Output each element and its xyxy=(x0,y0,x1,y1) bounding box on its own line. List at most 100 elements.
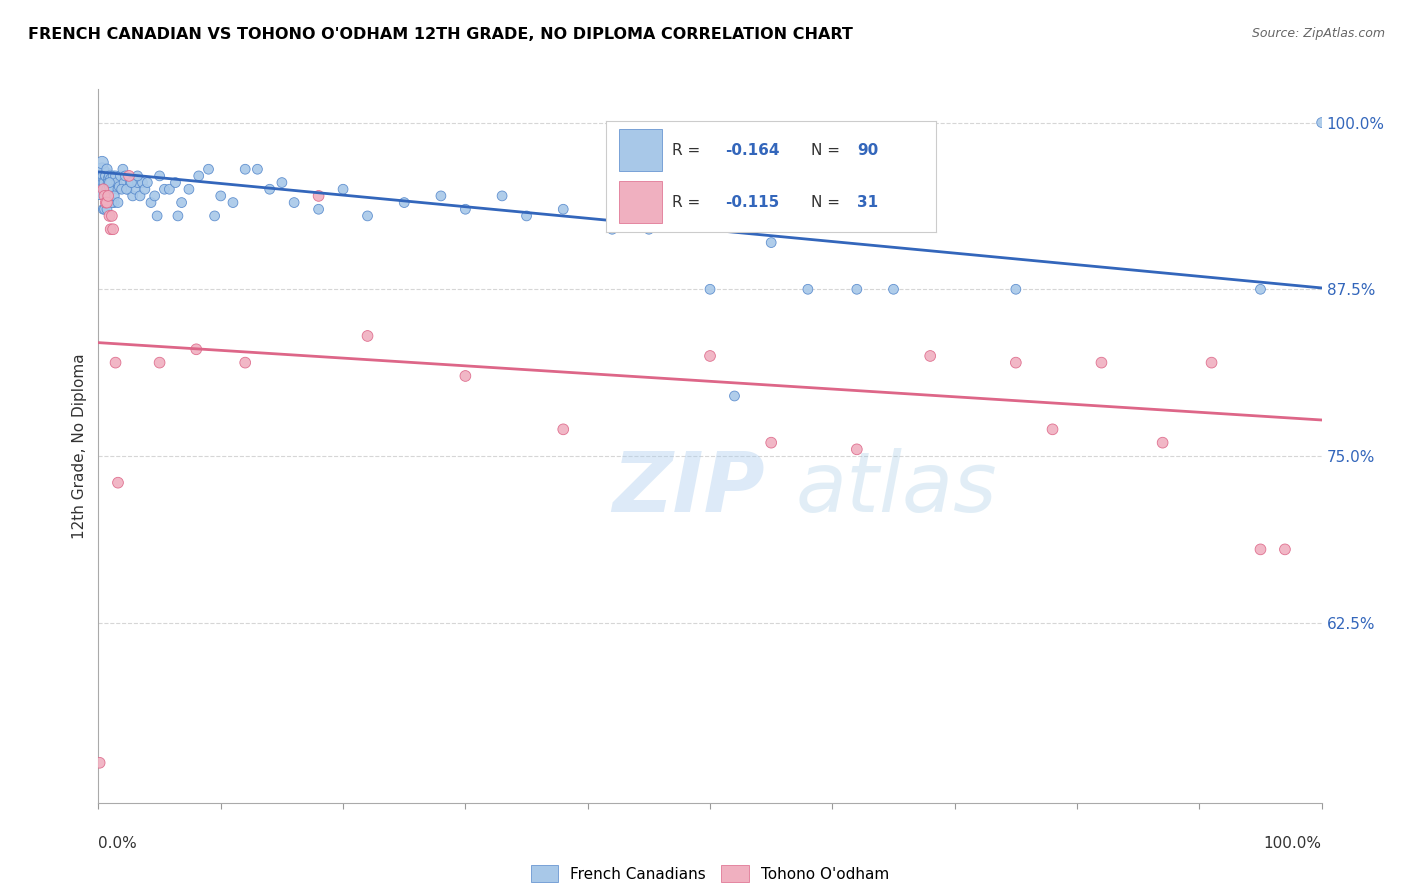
Point xyxy=(153,182,176,196)
Point xyxy=(120,176,142,190)
Point xyxy=(96,195,118,210)
Point xyxy=(107,195,129,210)
Point xyxy=(107,182,129,196)
Text: 100.0%: 100.0% xyxy=(1264,836,1322,851)
Point xyxy=(222,195,245,210)
Point xyxy=(1274,542,1296,557)
Point xyxy=(101,169,124,183)
Point xyxy=(114,169,136,183)
Point xyxy=(98,179,121,194)
Point xyxy=(94,169,117,183)
Point xyxy=(89,756,111,770)
Point xyxy=(197,162,219,177)
Point xyxy=(96,162,118,177)
Point xyxy=(90,169,112,183)
Point xyxy=(392,195,416,210)
Point xyxy=(157,182,180,196)
Point xyxy=(120,176,142,190)
Point xyxy=(920,349,942,363)
Point xyxy=(143,189,166,203)
Text: Source: ZipAtlas.com: Source: ZipAtlas.com xyxy=(1251,27,1385,40)
Point xyxy=(134,182,156,196)
Point xyxy=(1249,282,1271,296)
Point xyxy=(101,182,124,196)
Point xyxy=(101,195,124,210)
Point xyxy=(761,435,783,450)
Text: R =: R = xyxy=(672,143,706,158)
Point xyxy=(699,282,721,296)
Point xyxy=(104,169,127,183)
Point xyxy=(97,189,120,203)
Point xyxy=(270,176,294,190)
Point xyxy=(107,475,129,490)
Point xyxy=(283,195,305,210)
Point xyxy=(246,162,269,177)
Text: 31: 31 xyxy=(858,194,879,210)
Point xyxy=(91,155,114,169)
Point xyxy=(115,182,138,196)
Point xyxy=(124,182,146,196)
Point xyxy=(1004,282,1026,296)
Point xyxy=(883,282,905,296)
Point xyxy=(454,202,477,217)
Point xyxy=(97,176,120,190)
Point xyxy=(1090,356,1112,370)
Point xyxy=(308,189,330,203)
Point xyxy=(103,189,125,203)
Point xyxy=(93,182,115,196)
Point xyxy=(93,176,115,190)
Point xyxy=(553,422,575,436)
Y-axis label: 12th Grade, No Diploma: 12th Grade, No Diploma xyxy=(72,353,87,539)
Point xyxy=(110,169,132,183)
Point xyxy=(103,195,125,210)
Point xyxy=(98,169,121,183)
Point xyxy=(96,202,118,217)
Point xyxy=(91,176,114,190)
Point xyxy=(111,182,134,196)
Bar xyxy=(619,129,662,171)
Point xyxy=(91,162,114,177)
Point xyxy=(101,222,124,236)
Point xyxy=(111,162,134,177)
Point xyxy=(491,189,513,203)
Point xyxy=(93,189,115,203)
Point xyxy=(100,176,122,190)
Point xyxy=(100,222,122,236)
Point xyxy=(1249,542,1271,557)
Point xyxy=(600,222,623,236)
Point xyxy=(149,356,172,370)
Point xyxy=(94,169,117,183)
Point xyxy=(97,171,120,186)
Point xyxy=(129,189,152,203)
Point xyxy=(332,182,354,196)
Point xyxy=(308,202,330,217)
Point xyxy=(356,209,378,223)
Point xyxy=(146,209,169,223)
Point xyxy=(112,176,135,190)
Text: 0.0%: 0.0% xyxy=(98,836,138,851)
Text: atlas: atlas xyxy=(796,449,997,529)
Point xyxy=(118,169,141,183)
Point xyxy=(96,182,118,196)
Point xyxy=(170,195,193,210)
Point xyxy=(553,202,575,217)
Point xyxy=(1201,356,1223,370)
Point xyxy=(797,282,820,296)
Point xyxy=(723,389,745,403)
Point xyxy=(845,282,868,296)
Text: FRENCH CANADIAN VS TOHONO O'ODHAM 12TH GRADE, NO DIPLOMA CORRELATION CHART: FRENCH CANADIAN VS TOHONO O'ODHAM 12TH G… xyxy=(28,27,853,42)
Point xyxy=(1042,422,1064,436)
Bar xyxy=(619,181,662,223)
Point xyxy=(356,329,378,343)
Point xyxy=(167,209,190,223)
Point xyxy=(699,349,721,363)
Point xyxy=(94,195,117,210)
Point xyxy=(89,176,111,190)
Text: 90: 90 xyxy=(858,143,879,158)
Point xyxy=(98,209,121,223)
Point xyxy=(131,176,153,190)
Point xyxy=(430,189,453,203)
Point xyxy=(139,195,162,210)
Point xyxy=(761,235,783,250)
Point xyxy=(101,209,124,223)
